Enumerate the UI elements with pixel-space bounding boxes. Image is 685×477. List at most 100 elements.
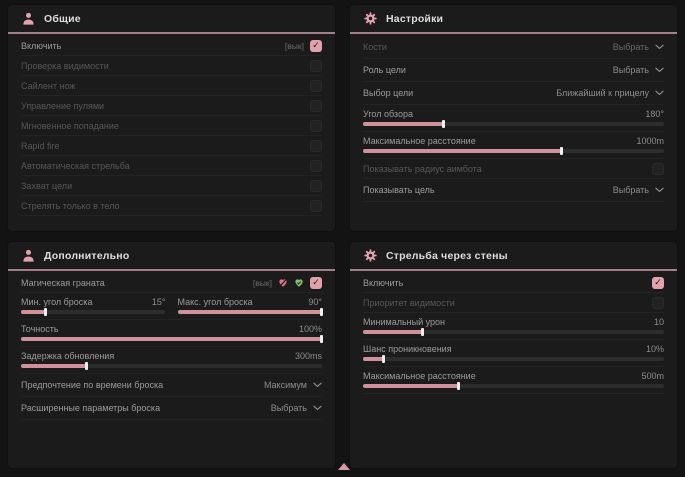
slider-track[interactable]	[21, 362, 322, 370]
row-label: Включить	[21, 40, 62, 51]
slider-handle[interactable]	[320, 335, 323, 343]
checkbox[interactable]	[310, 119, 322, 132]
slider-handle[interactable]	[457, 382, 461, 390]
panel-general: Общие Включить [вык] ✓ Проверка видимости Са…	[8, 5, 335, 231]
slider-track[interactable]	[177, 308, 323, 316]
checkbox[interactable]	[310, 179, 322, 192]
slider-fill	[363, 120, 446, 128]
slider-label: Максимальное расстояние	[363, 371, 476, 381]
slider-track[interactable]	[21, 308, 166, 316]
dropdown[interactable]: Максимум	[264, 380, 322, 390]
slider-handle[interactable]	[43, 308, 47, 316]
heart-check-icon	[294, 278, 304, 288]
panel-header: Дополнительно	[8, 242, 335, 271]
panel-header: Настройки	[350, 5, 677, 34]
panel-additional: Дополнительно Магическая граната [вык] ✓ Ми…	[8, 242, 335, 468]
panel-settings: Настройки Кости Выбрать Роль цели Выбрать Вы…	[350, 5, 677, 231]
slider-header: Мин. угол броска 15°	[21, 296, 165, 308]
person-icon	[22, 12, 35, 25]
slider-track[interactable]	[363, 382, 664, 390]
row-checkbox: Приоритет видимости	[363, 293, 664, 313]
slider-handle[interactable]	[320, 308, 323, 316]
row-dropdown: Выбор цели Ближайший к прицелу	[363, 82, 664, 105]
row-checkbox: Захват цели	[21, 176, 322, 196]
row-label: Захват цели	[21, 180, 73, 191]
hotkey-label: [вык]	[284, 40, 304, 51]
slider-fill	[363, 382, 461, 390]
row-checkbox: Включить [вык] ✓	[21, 36, 322, 56]
slider-label: Задержка обновления	[21, 351, 115, 361]
slider-track[interactable]	[363, 120, 664, 128]
checkbox[interactable]	[310, 139, 322, 152]
checkbox[interactable]	[310, 99, 322, 112]
row-dropdown: Предпочтение по времени броска Максимум	[21, 374, 322, 397]
slider-label: Мин. угол броска	[21, 297, 93, 307]
row-checkbox: Управление пулями	[21, 96, 322, 116]
slider-track[interactable]	[21, 335, 323, 343]
row-right	[652, 296, 664, 309]
slider-value: 180°	[645, 109, 664, 119]
row-right	[310, 119, 322, 132]
dropdown-value: Ближайший к прицелу	[556, 88, 649, 98]
row-label: Роль цели	[363, 65, 406, 75]
row-label: Мгновенное попадание	[21, 120, 119, 131]
checkbox[interactable]	[310, 199, 322, 212]
slider-fill	[363, 355, 386, 363]
row-right	[310, 179, 322, 192]
row-dropdown: Роль цели Выбрать	[363, 59, 664, 82]
slider-handle[interactable]	[442, 120, 446, 128]
checkbox[interactable]: ✓	[310, 39, 322, 52]
row-right	[310, 59, 322, 72]
slider-track[interactable]	[363, 328, 664, 336]
slider-fill	[363, 328, 425, 336]
row-label: Предпочтение по времени броска	[21, 380, 164, 390]
row-checkbox: Автоматическая стрельба	[21, 156, 322, 176]
row-dropdown: Кости Выбрать	[363, 36, 664, 59]
row-checkbox: Проверка видимости	[21, 56, 322, 76]
dropdown[interactable]: Выбрать	[271, 403, 322, 413]
chevron-down-icon	[313, 405, 322, 411]
chevron-down-icon	[655, 44, 664, 50]
slider-value: 10	[653, 317, 664, 327]
row-label: Выбор цели	[363, 88, 414, 98]
checkbox[interactable]	[652, 296, 664, 309]
checkbox[interactable]	[310, 59, 322, 72]
panel-header: Стрельба через стены	[350, 242, 677, 271]
checkbox[interactable]: ✓	[310, 276, 322, 289]
row-slider: Точность 100%	[21, 320, 323, 347]
panel-title: Дополнительно	[44, 249, 130, 262]
checkbox[interactable]	[310, 159, 322, 172]
slider-label: Минимальный урон	[363, 317, 446, 327]
slider-header: Макс. угол броска 90°	[178, 296, 322, 308]
row-right	[652, 162, 664, 175]
dropdown-value: Выбрать	[612, 185, 649, 195]
slider-track[interactable]	[363, 355, 664, 363]
row-label: Магическая граната	[21, 277, 105, 288]
row-checkbox: Сайлент нож	[21, 76, 322, 96]
slider-label: Максимальное расстояние	[363, 136, 476, 146]
checkbox[interactable]: ✓	[652, 276, 664, 289]
row-slider: Шанс проникновения 10%	[363, 340, 664, 367]
slider-label: Шанс проникновения	[363, 344, 452, 354]
dropdown[interactable]: Ближайший к прицелу	[556, 88, 664, 98]
panel-header: Общие	[8, 5, 335, 34]
panel-title: Общие	[44, 12, 81, 25]
slider-handle[interactable]	[85, 362, 89, 370]
checkbox[interactable]	[310, 79, 322, 92]
row-slider: Максимальное расстояние 500m	[363, 367, 664, 394]
row-checkbox: Включить ✓	[363, 273, 664, 293]
row-slider: Мин. угол броска 15°	[21, 293, 166, 319]
panel-title: Стрельба через стены	[386, 249, 508, 262]
dropdown[interactable]: Выбрать	[613, 185, 664, 195]
slider-fill	[21, 362, 89, 370]
row-checkbox: Магическая граната [вык] ✓	[21, 273, 322, 293]
dropdown-value: Максимум	[263, 380, 307, 390]
checkbox[interactable]	[652, 162, 664, 175]
dropdown[interactable]: Выбрать	[613, 42, 664, 52]
slider-handle[interactable]	[382, 355, 386, 363]
slider-handle[interactable]	[421, 328, 425, 336]
dropdown[interactable]: Выбрать	[613, 65, 664, 75]
slider-handle[interactable]	[559, 147, 563, 155]
slider-track[interactable]	[363, 147, 664, 155]
chevron-down-icon	[313, 382, 322, 388]
